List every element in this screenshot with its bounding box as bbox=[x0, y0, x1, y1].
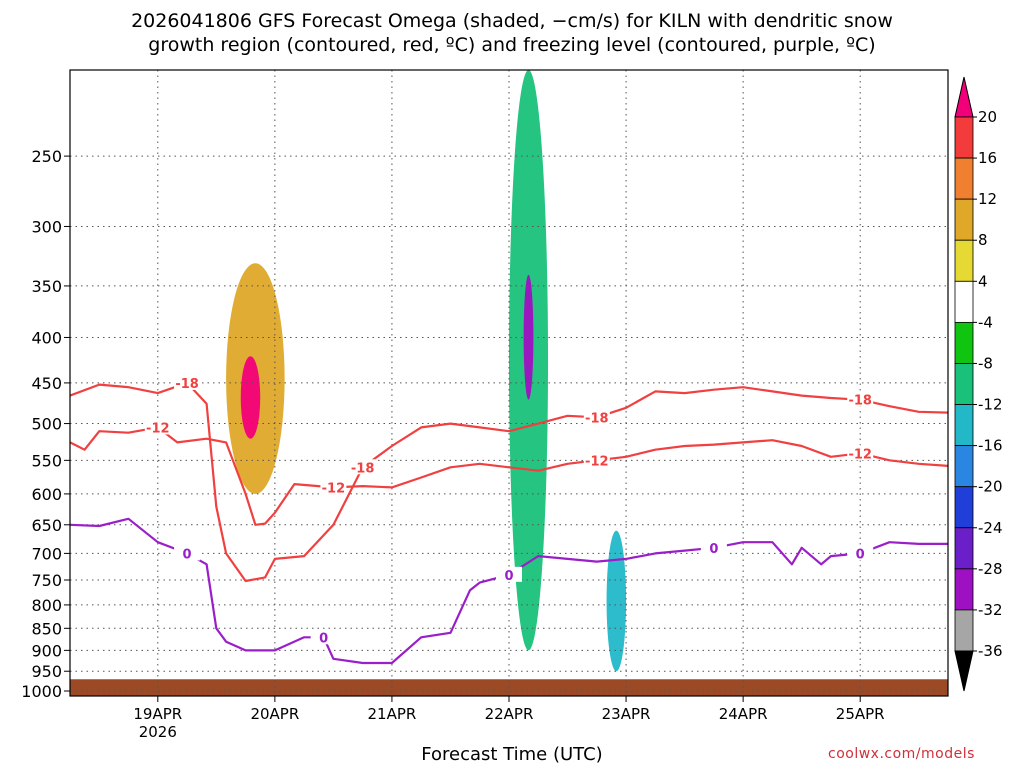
omega-region bbox=[606, 530, 627, 672]
contour-label-bg bbox=[847, 391, 874, 407]
y-tick-label: 600 bbox=[31, 485, 62, 504]
colorbar-label: -16 bbox=[978, 437, 1003, 455]
y-tick-label: 700 bbox=[31, 544, 62, 563]
contour-0 bbox=[70, 517, 948, 665]
x-tick-label: 24APR bbox=[719, 705, 768, 723]
contour-label: -12 bbox=[848, 447, 872, 462]
contour-label-bg bbox=[700, 539, 727, 555]
colorbar-segment bbox=[954, 568, 974, 611]
contour-label: -12 bbox=[585, 454, 609, 469]
colorbar-segment bbox=[954, 363, 974, 405]
contour-label-bg bbox=[847, 445, 874, 461]
chart-title-line2: growth region (contoured, red, ºC) and f… bbox=[148, 34, 876, 56]
x-tick-label: 20APR bbox=[250, 705, 299, 723]
contour-label: -12 bbox=[322, 481, 346, 496]
colorbar-segment bbox=[954, 280, 974, 323]
contour-label: -18 bbox=[351, 461, 375, 476]
colorbar-segment bbox=[954, 198, 974, 241]
y-tick-label: 300 bbox=[31, 217, 62, 236]
colorbar-segment bbox=[954, 239, 974, 282]
y-tick-label: 400 bbox=[31, 328, 62, 347]
contour-label: -18 bbox=[175, 377, 199, 392]
colorbar-bottom-arrow bbox=[954, 650, 974, 692]
colorbar-label: 8 bbox=[978, 231, 988, 249]
x-tick-label: 21APR bbox=[368, 705, 417, 723]
ground-layer bbox=[70, 679, 948, 696]
x-axis-title: Forecast Time (UTC) bbox=[421, 744, 603, 765]
chart-title-line1: 2026041806 GFS Forecast Omega (shaded, −… bbox=[131, 10, 893, 32]
contour-label: -18 bbox=[585, 411, 609, 426]
colorbar: 20 16 12 8 4 -4 -8 -12 -16 -20 -24 -28 -32 -36 bbox=[954, 76, 1003, 692]
y-tick-label: 250 bbox=[31, 147, 62, 166]
colorbar-segment bbox=[954, 321, 974, 364]
y-tick-label: 450 bbox=[31, 374, 62, 393]
contour--18 bbox=[70, 381, 948, 583]
colorbar-segment bbox=[954, 404, 974, 447]
contour-label: 0 bbox=[504, 569, 513, 584]
grid-lines bbox=[70, 70, 948, 696]
contour-label-bg bbox=[496, 566, 522, 582]
colorbar-label: 16 bbox=[978, 149, 997, 167]
y-tick-label: 350 bbox=[31, 277, 62, 296]
x-tick-label: 19APR bbox=[133, 705, 182, 723]
x-year-label: 2026 bbox=[139, 723, 177, 741]
colorbar-label: -28 bbox=[978, 560, 1003, 578]
y-tick-label: 1000 bbox=[21, 682, 62, 701]
contour--12 bbox=[70, 426, 948, 526]
contour-label-bg bbox=[174, 374, 201, 390]
colorbar-label: -12 bbox=[978, 396, 1003, 414]
contour-label-bg bbox=[174, 545, 201, 561]
contour-label-bg bbox=[310, 629, 337, 645]
x-tick-label: 25APR bbox=[836, 705, 885, 723]
omega-region bbox=[240, 356, 261, 439]
y-tick-label: 750 bbox=[31, 571, 62, 590]
contour-label: -18 bbox=[848, 394, 872, 409]
colorbar-label: 20 bbox=[978, 108, 997, 126]
colorbar-segment bbox=[954, 116, 974, 159]
colorbar-label: -24 bbox=[978, 519, 1003, 537]
contour-label: 0 bbox=[709, 542, 718, 557]
x-tick-label: 23APR bbox=[602, 705, 651, 723]
contour-label: 0 bbox=[856, 547, 865, 562]
colorbar-label: 4 bbox=[978, 272, 988, 290]
colorbar-segment bbox=[954, 527, 974, 570]
contour-label-bg bbox=[847, 545, 874, 561]
y-tick-label: 850 bbox=[31, 619, 62, 638]
credit-text: coolwx.com/models bbox=[828, 746, 975, 762]
colorbar-top-arrow bbox=[954, 76, 974, 118]
contour-label: -12 bbox=[146, 421, 170, 436]
colorbar-label: -20 bbox=[978, 478, 1003, 496]
contour-lines: -18 -18 -18 -18 -12 -12 -12 -12 0 0 0 0 0 bbox=[70, 374, 948, 665]
contour-label-bg bbox=[349, 459, 376, 475]
y-tick-label: 800 bbox=[31, 596, 62, 615]
colorbar-segment bbox=[954, 445, 974, 488]
y-tick-label: 500 bbox=[31, 415, 62, 434]
colorbar-label: -4 bbox=[978, 313, 993, 331]
colorbar-label: -36 bbox=[978, 642, 1003, 660]
omega-shading bbox=[226, 70, 627, 672]
omega-region bbox=[523, 274, 534, 400]
y-tick-label: 900 bbox=[31, 641, 62, 660]
contour-label-bg bbox=[583, 409, 610, 425]
colorbar-segment bbox=[954, 486, 974, 529]
colorbar-label: 12 bbox=[978, 190, 997, 208]
y-tick-label: 550 bbox=[31, 451, 62, 470]
contour-label: 0 bbox=[319, 631, 328, 646]
x-tick-label: 22APR bbox=[485, 705, 534, 723]
contour-label: 0 bbox=[183, 547, 192, 562]
colorbar-label: -32 bbox=[978, 601, 1003, 619]
ground-fill bbox=[70, 679, 948, 696]
contour-label-bg bbox=[320, 479, 347, 495]
colorbar-segment bbox=[954, 157, 974, 200]
contour-label-bg bbox=[144, 419, 171, 435]
contour-label-bg bbox=[583, 452, 610, 468]
y-tick-label: 650 bbox=[31, 516, 62, 535]
colorbar-label: -8 bbox=[978, 354, 993, 372]
y-axis: 250 300 350 400 450 500 550 600 650 700 750 800 850 9… bbox=[21, 147, 70, 701]
colorbar-segment bbox=[954, 609, 974, 652]
y-tick-label: 950 bbox=[31, 662, 62, 681]
